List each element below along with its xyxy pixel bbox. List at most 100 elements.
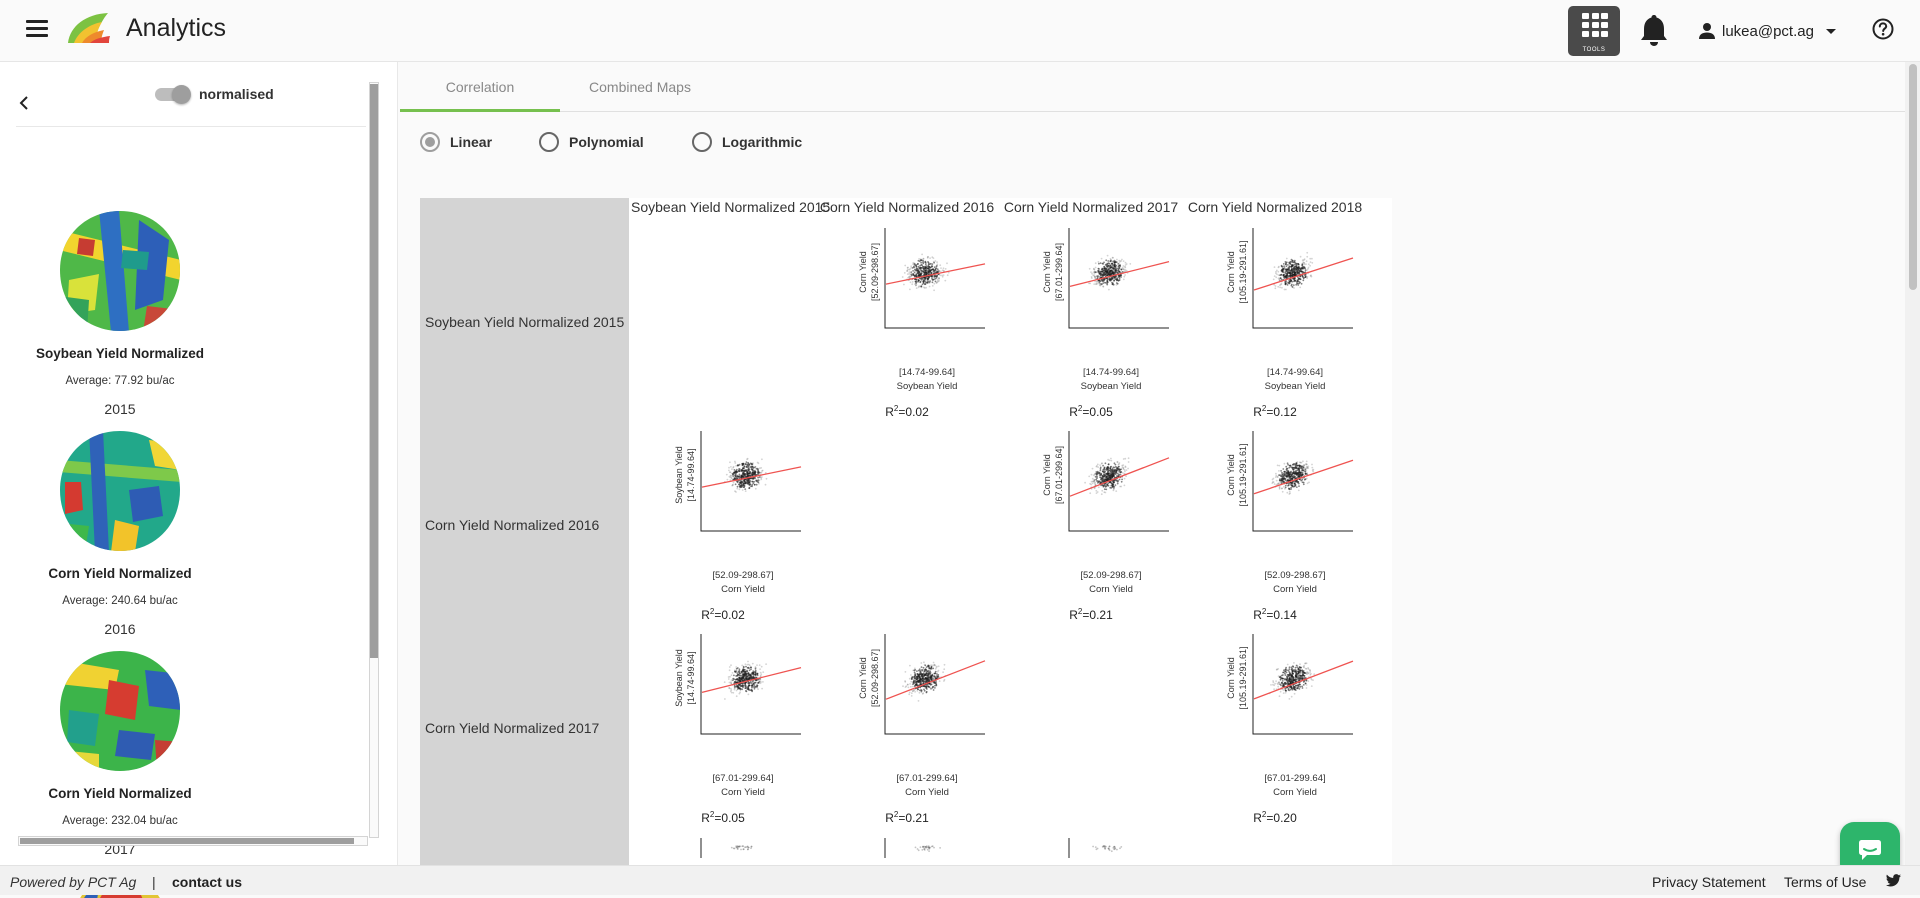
radio-unselected-icon [692, 132, 712, 152]
y-axis-range: [14.74-99.64] [686, 448, 696, 502]
x-axis-range: [14.74-99.64] [1267, 367, 1323, 378]
top-bar: Analytics TOOLS lukea@pct.ag [0, 0, 1920, 62]
powered-by-text: Powered by PCT Ag [10, 874, 137, 890]
radio-label: Polynomial [569, 134, 644, 150]
map-card[interactable]: Soybean Yield Normalized Average: 77.92 … [0, 210, 240, 417]
y-axis-labels: Corn Yield [67.01-299.64] [1037, 446, 1064, 504]
scatter-plot [884, 228, 986, 329]
r-squared-number: 0.14 [1273, 608, 1297, 622]
x-axis-range: [67.01-299.64] [1264, 773, 1326, 784]
map-name: Soybean Yield Normalized [35, 346, 205, 361]
x-axis-name: Corn Yield [1273, 584, 1317, 595]
twitter-icon[interactable] [1886, 874, 1901, 887]
scatter-plot-cell: Corn Yield [105.19-291.61] [52.09-298.67] C… [1183, 431, 1367, 634]
scatter-plot-cell: Soybean Yield [14.74-99.64] [67.01-299.64]… [631, 634, 815, 837]
footer-separator: | [152, 874, 156, 890]
y-axis-name: Corn Yield [1226, 454, 1236, 496]
chevron-left-icon[interactable] [18, 96, 30, 110]
radio-logarithmic[interactable]: Logarithmic [692, 132, 802, 152]
scatter-plot-partial [700, 838, 753, 858]
scatter-points [1268, 662, 1316, 700]
r-squared-number: 0.02 [905, 405, 929, 419]
x-axis-name: Soybean Yield [896, 381, 958, 392]
terms-of-use-link[interactable]: Terms of Use [1784, 874, 1867, 890]
regression-line [1253, 660, 1354, 700]
map-average: Average: 240.64 bu/ac [62, 595, 178, 607]
plot-axes [1068, 431, 1169, 532]
field-map-thumbnail [60, 651, 180, 771]
y-axis-name: Corn Yield [858, 657, 868, 699]
tab-combined-maps[interactable]: Combined Maps [589, 79, 691, 95]
x-axis-name: Corn Yield [721, 584, 765, 595]
privacy-statement-link[interactable]: Privacy Statement [1652, 874, 1766, 890]
scatter-points [902, 661, 947, 702]
page-vertical-scroll-thumb[interactable] [1909, 64, 1917, 290]
map-layers-panel: normalised Soybean Yield Normalized [0, 62, 398, 898]
hamburger-menu-icon[interactable] [26, 20, 48, 38]
panel-vertical-scroll-thumb[interactable] [370, 84, 378, 658]
scatter-plot-cell: Corn Yield [105.19-291.61] [67.01-299.64] C… [1183, 634, 1367, 837]
y-axis-range: [105.19-291.61] [1238, 646, 1248, 710]
y-axis-labels: Corn Yield [52.09-298.67] [853, 243, 880, 301]
field-map-thumbnail [60, 431, 180, 551]
scatter-plot [700, 634, 802, 735]
person-icon [1699, 23, 1715, 39]
grid-icon [1582, 13, 1608, 37]
y-axis-name: Corn Yield [1226, 251, 1236, 293]
row-header-column [420, 198, 629, 865]
scatter-plot [1252, 634, 1354, 735]
row-label: Corn Yield Normalized 2017 [425, 720, 600, 736]
r-squared-value: R2=0.20 [1253, 810, 1297, 825]
user-email: lukea@pct.ag [1722, 22, 1814, 40]
map-name: Corn Yield Normalized [48, 566, 192, 581]
scatter-points [723, 660, 767, 700]
y-axis-name: Corn Yield [858, 251, 868, 293]
radio-selected-icon [420, 132, 440, 152]
field-map-thumbnail [60, 211, 180, 331]
scatter-plot-cell: Corn Yield [52.09-298.67] [67.01-299.64] Co… [815, 634, 999, 837]
column-label: Soybean Yield Normalized 2015 [631, 199, 831, 215]
regression-line [1069, 260, 1170, 288]
scatter-plot [1068, 228, 1170, 329]
regression-line [1253, 459, 1354, 495]
radio-label: Logarithmic [722, 134, 803, 150]
y-axis-range: [52.09-298.67] [870, 648, 880, 708]
map-card[interactable]: Corn Yield Normalized Average: 232.04 bu… [0, 650, 240, 857]
panel-divider [16, 126, 366, 127]
y-axis-labels: Corn Yield [105.19-291.61] [1221, 443, 1248, 506]
r-squared-value: R2=0.02 [885, 404, 929, 419]
radio-unselected-icon [539, 132, 559, 152]
user-menu[interactable]: lukea@pct.ag [1698, 20, 1838, 42]
tools-button[interactable]: TOOLS [1568, 6, 1620, 56]
tab-correlation[interactable]: Correlation [400, 62, 560, 112]
help-icon[interactable] [1872, 18, 1894, 40]
bell-icon[interactable] [1640, 13, 1668, 47]
footer: Powered by PCT Ag | contact us Privacy S… [0, 865, 1920, 895]
radio-linear[interactable]: Linear [420, 132, 492, 152]
correlation-matrix: Soybean Yield Normalized 2015 Corn Yield… [420, 198, 1392, 865]
r-squared-value: R2=0.21 [1069, 607, 1113, 622]
column-label: Corn Yield Normalized 2016 [819, 199, 995, 215]
r-squared-number: 0.20 [1273, 811, 1297, 825]
plot-axes [1068, 228, 1169, 329]
plot-axes [884, 634, 985, 735]
scatter-plot [1252, 228, 1354, 329]
r-squared-number: 0.05 [721, 811, 745, 825]
y-axis-labels: Corn Yield [105.19-291.61] [1221, 646, 1248, 709]
contact-us-link[interactable]: contact us [172, 874, 243, 890]
normalised-toggle[interactable] [153, 85, 191, 104]
map-card[interactable]: Corn Yield Normalized Average: 240.64 bu… [0, 430, 240, 637]
map-average: Average: 77.92 bu/ac [65, 375, 175, 387]
scatter-plot [700, 431, 802, 532]
y-axis-labels: Corn Yield [67.01-299.64] [1037, 243, 1064, 301]
map-name: Corn Yield Normalized [48, 786, 192, 801]
plot-axes [700, 431, 801, 532]
x-axis-range: [14.74-99.64] [1083, 367, 1139, 378]
column-label: Corn Yield Normalized 2017 [1003, 199, 1179, 215]
scatter-points [723, 457, 768, 493]
x-axis-name: Soybean Yield [1080, 381, 1142, 392]
panel-horizontal-scroll-thumb[interactable] [20, 838, 354, 844]
row-label: Corn Yield Normalized 2016 [425, 517, 600, 533]
scatter-points [1271, 460, 1315, 495]
radio-polynomial[interactable]: Polynomial [539, 132, 644, 152]
